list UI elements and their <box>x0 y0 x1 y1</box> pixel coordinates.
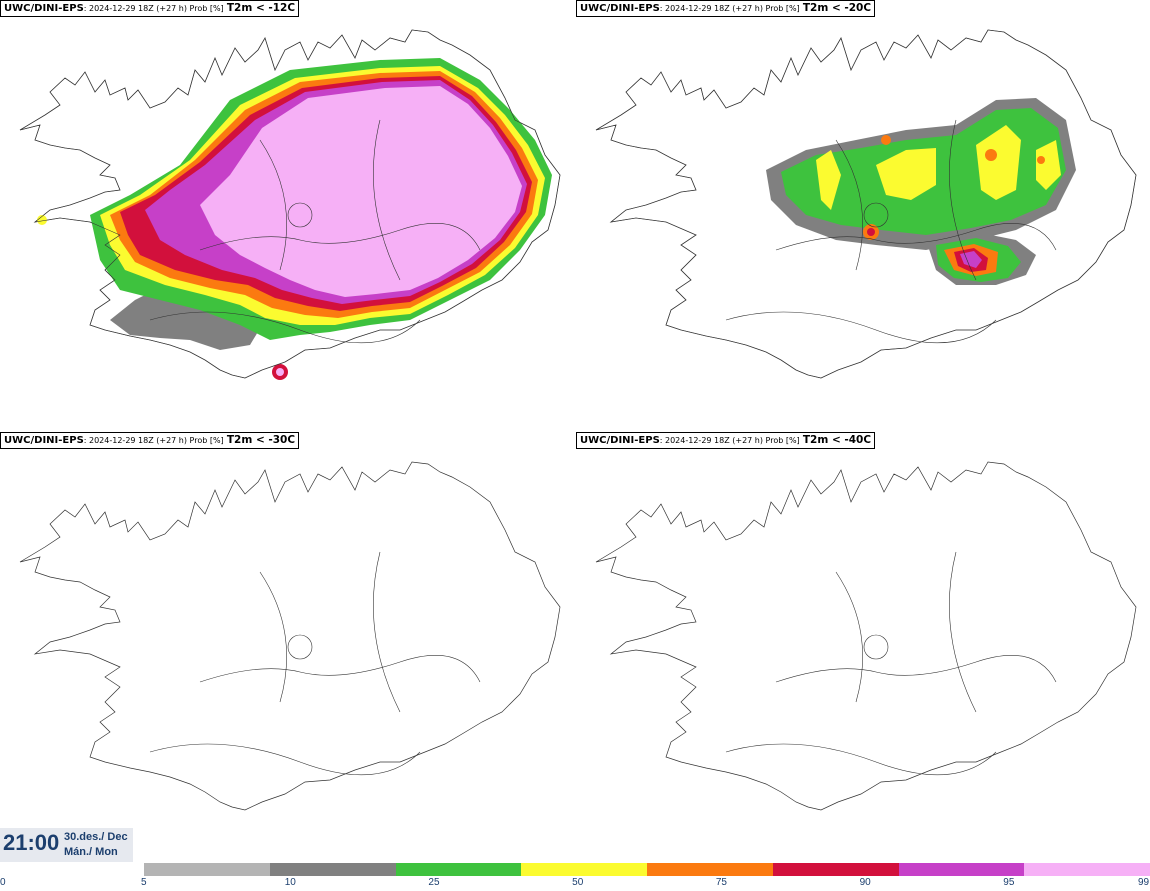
run-info: : 2024-12-29 18Z (+27 h) Prob [%] <box>83 436 224 445</box>
iceland-map <box>595 29 1137 379</box>
panel-title: UWC/DINI-EPS: 2024-12-29 18Z (+27 h) Pro… <box>576 0 876 17</box>
model-name: UWC/DINI-EPS <box>4 435 84 446</box>
colorbar-segment <box>521 863 647 876</box>
model-name: UWC/DINI-EPS <box>4 3 84 14</box>
colorbar-tick-label: 50 <box>572 877 584 888</box>
map-panel-t2m-minus30: UWC/DINI-EPS: 2024-12-29 18Z (+27 h) Pro… <box>0 432 575 864</box>
valid-weekday: Mán./ Mon <box>64 846 118 858</box>
valid-time: 21:00 <box>3 830 60 855</box>
colorbar-tick-label: 90 <box>859 877 871 888</box>
run-info: : 2024-12-29 18Z (+27 h) Prob [%] <box>659 4 800 13</box>
colorbar-segment <box>647 863 773 876</box>
colorbar-segment <box>1024 863 1150 876</box>
threshold-label: T2m < -30C <box>226 434 296 446</box>
colorbar-tick-label: 5 <box>141 877 147 888</box>
valid-date: 30.des./ Dec <box>64 831 128 843</box>
run-info: : 2024-12-29 18Z (+27 h) Prob [%] <box>83 4 224 13</box>
colorbar-segment <box>898 863 1025 876</box>
iceland-map <box>19 461 561 811</box>
colorbar-segment <box>395 863 522 876</box>
map-panel-t2m-minus12: UWC/DINI-EPS: 2024-12-29 18Z (+27 h) Pro… <box>0 0 575 432</box>
colorbar-segment <box>269 863 396 876</box>
map-panel-t2m-minus20: UWC/DINI-EPS: 2024-12-29 18Z (+27 h) Pro… <box>576 0 1150 432</box>
panel-title: UWC/DINI-EPS: 2024-12-29 18Z (+27 h) Pro… <box>0 432 300 449</box>
threshold-label: T2m < -20C <box>802 2 872 14</box>
colorbar-tick-label: 75 <box>715 877 727 888</box>
colorbar-segment <box>144 863 270 876</box>
probability-field <box>766 98 1076 285</box>
panel-title: UWC/DINI-EPS: 2024-12-29 18Z (+27 h) Pro… <box>0 0 300 17</box>
run-info: : 2024-12-29 18Z (+27 h) Prob [%] <box>659 436 800 445</box>
threshold-label: T2m < -40C <box>802 434 872 446</box>
colorbar-tick-label: 95 <box>1003 877 1015 888</box>
probability-field <box>37 58 552 380</box>
model-name: UWC/DINI-EPS <box>580 435 660 446</box>
colorbar-tick-label: 0 <box>0 877 6 888</box>
colorbar-tick-label: 10 <box>284 877 296 888</box>
valid-time-box: 21:00 30.des./ Dec Mán./ Mon <box>0 828 133 862</box>
colorbar-tick-label: 25 <box>428 877 440 888</box>
iceland-map <box>595 461 1137 811</box>
model-name: UWC/DINI-EPS <box>580 3 660 14</box>
colorbar-tick-label: 99 <box>1138 877 1150 888</box>
map-panel-t2m-minus40: UWC/DINI-EPS: 2024-12-29 18Z (+27 h) Pro… <box>576 432 1150 864</box>
colorbar <box>144 863 1150 876</box>
panel-title: UWC/DINI-EPS: 2024-12-29 18Z (+27 h) Pro… <box>576 432 876 449</box>
threshold-label: T2m < -12C <box>226 2 296 14</box>
iceland-map <box>19 29 561 380</box>
colorbar-segment <box>772 863 899 876</box>
